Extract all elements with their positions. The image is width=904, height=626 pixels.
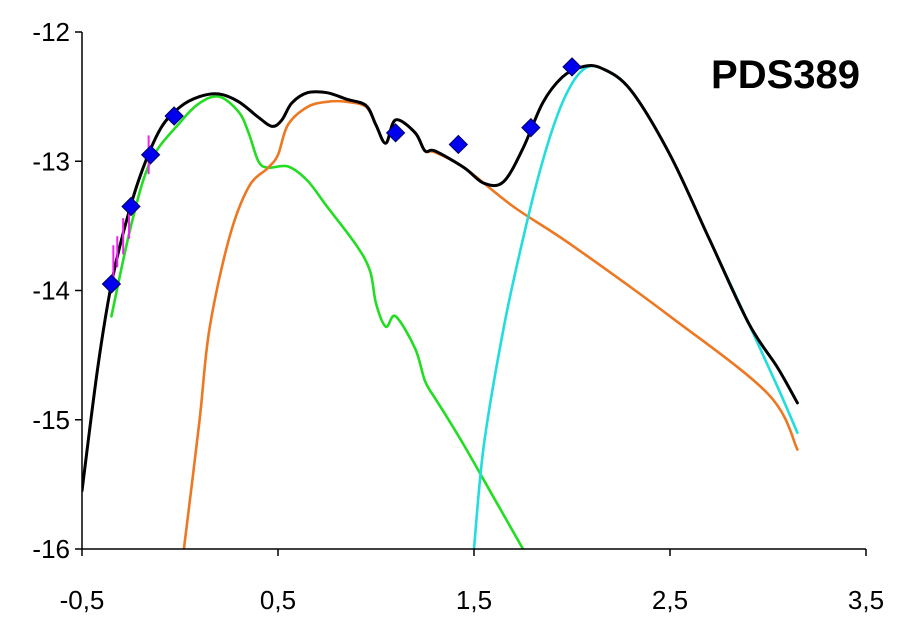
- data-point-diamond: [385, 123, 406, 143]
- data-point-diamond: [448, 134, 469, 155]
- y-tick-label: -14: [32, 276, 70, 306]
- x-tick-label: 3,5: [848, 585, 884, 615]
- tick-marks: [75, 31, 867, 556]
- markers-layer: [101, 57, 582, 294]
- y-tick-label: -13: [32, 146, 70, 176]
- y-tick-label: -12: [32, 17, 70, 47]
- x-tick-label: 0,5: [260, 585, 296, 615]
- data-point-diamond: [164, 106, 184, 126]
- data-point-diamond: [101, 274, 122, 294]
- data-point-diamond: [521, 117, 541, 138]
- y-tick-label: -15: [32, 405, 70, 435]
- y-tick-label: -16: [32, 534, 70, 564]
- x-tick-label: 1,5: [456, 585, 492, 615]
- axes: [81, 32, 866, 550]
- data-point-diamond: [121, 196, 141, 217]
- series-line: [472, 64, 799, 549]
- data-point-diamond: [140, 145, 161, 165]
- curves-layer: [82, 64, 799, 549]
- chart-title: PDS389: [711, 53, 860, 97]
- data-point-diamond: [562, 57, 582, 77]
- x-tick-label: 2,5: [652, 585, 688, 615]
- series-line: [110, 94, 525, 549]
- series-line: [182, 99, 799, 549]
- tick-labels: -12 -13 -14 -15 -16 -0,5 0,5 1,5 2,5 3,5: [32, 17, 884, 615]
- series-line: [82, 64, 799, 493]
- x-tick-label: -0,5: [60, 585, 105, 615]
